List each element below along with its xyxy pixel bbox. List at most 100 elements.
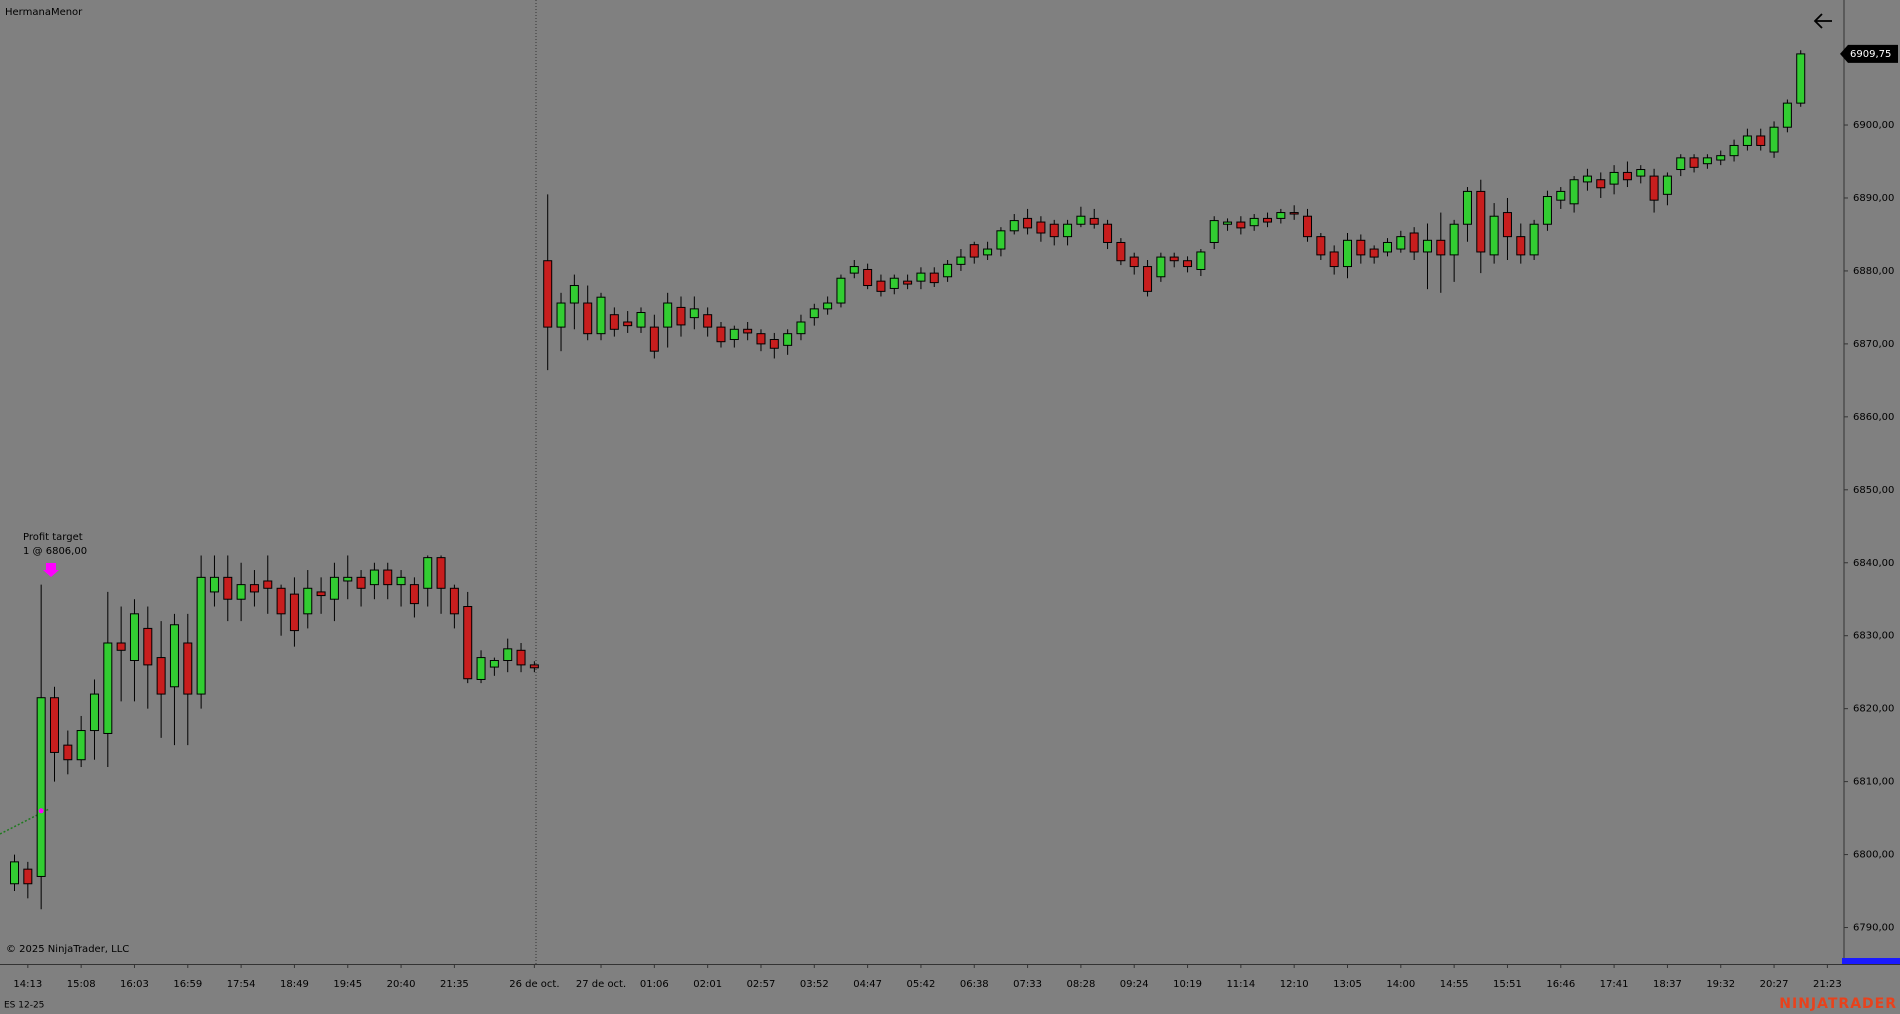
x-tick-label: 21:23 [1813,979,1842,990]
x-tick-label: 18:49 [280,979,309,990]
candle-body [1609,171,1619,185]
y-tick-label: 6850,00 [1853,485,1894,496]
y-tick-label: 6800,00 [1853,850,1894,861]
candle-body [1263,217,1273,223]
candle-body [396,576,406,586]
x-tick-label: 05:42 [907,979,936,990]
candle-body [1662,175,1672,195]
candle-body [1449,223,1459,256]
annotation-line: 1 @ 6806,00 [23,546,87,557]
candle-body [756,333,766,345]
candle-body [1796,53,1806,104]
x-tick-label: 15:08 [67,979,96,990]
candle-body [1276,212,1286,219]
candle-body [849,266,859,274]
candle-body [1369,248,1379,258]
x-tick-label: 17:54 [227,979,256,990]
x-tick-label: 02:01 [693,979,722,990]
candle-body [1409,232,1419,253]
candle-body [1689,157,1699,168]
candle-body [209,576,219,593]
candle-body [476,657,486,680]
candle-body [796,321,806,335]
candle-body [143,627,153,666]
candle-body [263,580,273,589]
last-price-label: 6909,75 [1850,49,1891,60]
x-tick-label: 14:55 [1440,979,1469,990]
candle-body [529,664,539,669]
candle-body [1169,256,1179,262]
candle-body [289,593,299,632]
candle-body [983,248,993,256]
profit-target-fill [38,808,44,814]
candle-body [1382,241,1392,253]
candle-body [116,642,126,651]
candle-body [863,268,873,287]
candle-body [1116,241,1126,262]
candle-body [383,569,393,586]
x-tick-label: 08:28 [1066,979,1095,990]
candle-body [516,649,526,666]
x-tick-label: 17:41 [1600,979,1629,990]
candle-body [183,642,193,695]
x-tick-label: 18:37 [1653,979,1682,990]
candle-body [1756,135,1766,146]
y-tick-label: 6870,00 [1853,339,1894,350]
candle-body [223,576,233,600]
y-tick-label: 6790,00 [1853,923,1894,934]
candle-body [1396,236,1406,250]
candle-body [329,576,339,600]
candle-body [1196,251,1206,270]
x-tick-label: 21:35 [440,979,469,990]
candle-body [556,302,566,328]
candle-body [1422,239,1432,253]
candle-body [1103,223,1113,243]
candle-body [743,328,753,334]
x-tick-label: 16:46 [1546,979,1575,990]
profit-target-arrow [43,563,59,577]
candle-body [783,333,793,346]
candle-body [943,263,953,278]
candle-body [1436,239,1446,256]
candle-body [76,730,86,761]
y-tick-label: 6860,00 [1853,412,1894,423]
candle-body [1716,155,1726,161]
candle-body [1476,190,1486,253]
candle-body [103,642,113,734]
candle-body [1236,221,1246,229]
candle-body [1076,215,1086,225]
candle-body [1782,102,1792,128]
candle-body [569,285,579,304]
candle-body [1489,215,1499,256]
candle-body [1569,179,1579,205]
y-tick-label: 6900,00 [1853,120,1894,131]
candle-body [609,314,619,330]
candle-body [10,861,19,885]
candle-body [969,244,979,258]
x-tick-label: 02:57 [747,979,776,990]
candle-body [1596,179,1606,189]
copyright: © 2025 NinjaTrader, LLC [6,944,129,955]
candle-body [1769,126,1779,153]
candle-body [316,591,326,597]
candle-body [1156,256,1166,278]
candle-body [129,613,139,662]
candle-body [876,280,886,292]
candle-body [809,308,819,319]
candle-body [303,587,313,615]
x-tick-label: 20:40 [387,979,416,990]
candle-body [23,868,33,885]
candle-body [449,587,459,615]
candle-body [1516,236,1526,256]
x-tick-label: 19:32 [1706,979,1735,990]
back-arrow-icon[interactable] [1813,13,1832,29]
x-tick-label: 11:14 [1226,979,1255,990]
candle-body [916,272,926,282]
candle-body [1649,175,1659,201]
last-price-box [1840,44,1898,63]
x-tick-label: 15:51 [1493,979,1522,990]
y-tick-label: 6890,00 [1853,193,1894,204]
candle-body [409,584,419,605]
x-tick-label: 12:10 [1280,979,1309,990]
